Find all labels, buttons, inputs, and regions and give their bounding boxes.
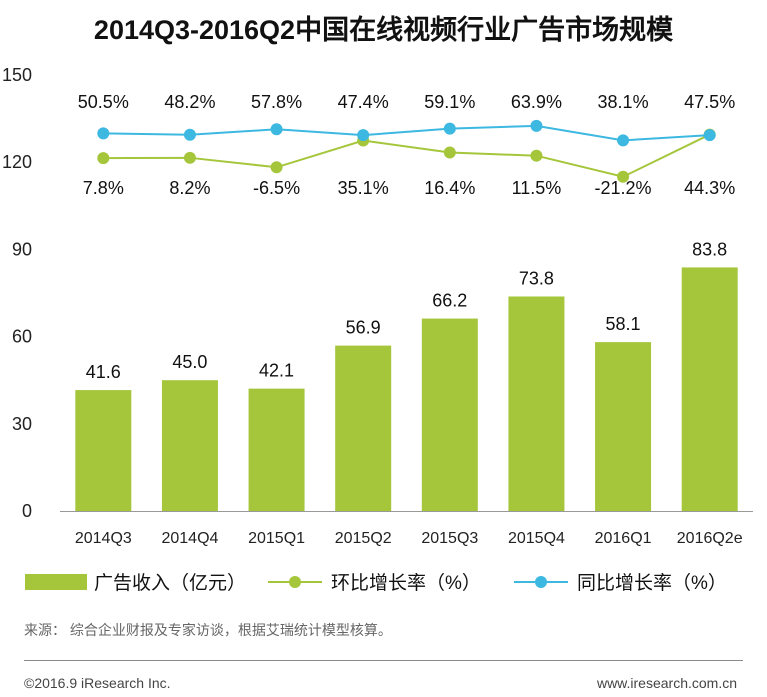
series-point-2 xyxy=(357,129,370,142)
y-tick-label: 120 xyxy=(2,152,32,172)
mom-rate-label: 11.5% xyxy=(512,178,562,198)
x-tick-label: 2014Q3 xyxy=(75,530,132,547)
yoy-rate-label: 57.8% xyxy=(251,92,302,112)
x-tick-label: 2015Q2 xyxy=(335,530,392,547)
yoy-rate-label: 47.4% xyxy=(338,92,389,112)
x-tick-label: 2015Q3 xyxy=(421,530,478,547)
copyright-text: ©2016.9 iResearch Inc. xyxy=(24,675,171,691)
x-tick-label: 2014Q4 xyxy=(161,530,218,547)
yoy-rate-label: 48.2% xyxy=(164,92,215,112)
y-tick-label: 0 xyxy=(22,501,32,521)
yoy-rate-label: 59.1% xyxy=(424,92,475,112)
bar-2015Q4 xyxy=(508,296,565,511)
series-point-1 xyxy=(617,170,630,183)
mom-rate-label: -6.5% xyxy=(253,178,300,198)
legend-swatch-bar xyxy=(25,574,87,590)
website-link[interactable]: www.iresearch.com.cn xyxy=(596,675,737,691)
mom-rate-label: 7.8% xyxy=(83,178,124,198)
series-point-1 xyxy=(97,152,110,165)
bar-2015Q1 xyxy=(248,388,305,511)
legend-swatch-marker xyxy=(535,576,547,588)
bar-value-label: 56.9 xyxy=(346,318,381,338)
y-tick-label: 30 xyxy=(12,414,32,434)
yoy-rate-label: 50.5% xyxy=(78,92,129,112)
bar-value-label: 73.8 xyxy=(519,268,554,288)
series-line-2 xyxy=(103,124,710,142)
series-point-1 xyxy=(530,149,543,162)
series-point-2 xyxy=(703,129,716,142)
yoy-rate-label: 63.9% xyxy=(511,92,562,112)
legend-label: 环比增长率（%） xyxy=(331,572,481,594)
bar-2014Q4 xyxy=(161,380,218,511)
bar-value-label: 41.6 xyxy=(86,362,121,382)
x-tick-label: 2015Q1 xyxy=(248,530,305,547)
x-tick-label: 2016Q2e xyxy=(677,530,743,547)
series-point-1 xyxy=(443,146,456,159)
series-point-2 xyxy=(270,123,283,136)
bar-value-label: 58.1 xyxy=(606,314,641,334)
x-tick-label: 2016Q1 xyxy=(595,530,652,547)
mom-rate-label: -21.2% xyxy=(595,178,652,198)
legend-label: 广告收入（亿元） xyxy=(94,572,246,594)
y-tick-label: 60 xyxy=(12,327,32,347)
series-line-1 xyxy=(103,133,711,178)
legend-swatch-marker xyxy=(289,576,301,588)
bar-2015Q3 xyxy=(421,318,478,511)
series-point-2 xyxy=(530,119,543,132)
chart-title: 2014Q3-2016Q2中国在线视频行业广告市场规模 xyxy=(93,15,674,45)
bar-2014Q3 xyxy=(75,390,132,511)
mom-rate-label: 44.3% xyxy=(684,178,735,198)
source-note: 来源： 综合企业财报及专家访谈，根据艾瑞统计模型核算。 xyxy=(24,622,392,638)
y-tick-label: 90 xyxy=(12,239,32,259)
y-tick-label: 150 xyxy=(2,65,32,85)
bar-2016Q2e xyxy=(681,267,738,511)
mom-rate-label: 8.2% xyxy=(169,178,210,198)
mom-rate-label: 16.4% xyxy=(424,178,475,198)
series-point-1 xyxy=(183,151,196,164)
series-point-2 xyxy=(617,134,630,147)
bar-value-label: 66.2 xyxy=(432,291,467,311)
series-point-2 xyxy=(183,128,196,141)
bar-value-label: 83.8 xyxy=(692,239,727,259)
yoy-rate-label: 38.1% xyxy=(598,92,649,112)
series-point-2 xyxy=(443,122,456,135)
yoy-rate-label: 47.5% xyxy=(684,92,735,112)
series-point-1 xyxy=(270,161,283,174)
bar-2016Q1 xyxy=(595,342,652,511)
bar-2015Q2 xyxy=(335,345,392,511)
footer-divider xyxy=(24,660,743,661)
bar-value-label: 45.0 xyxy=(172,352,207,372)
mom-rate-label: 35.1% xyxy=(338,178,389,198)
legend-label: 同比增长率（%） xyxy=(577,572,727,594)
series-point-2 xyxy=(97,127,110,140)
bar-value-label: 42.1 xyxy=(259,361,294,381)
x-tick-label: 2015Q4 xyxy=(508,530,565,547)
